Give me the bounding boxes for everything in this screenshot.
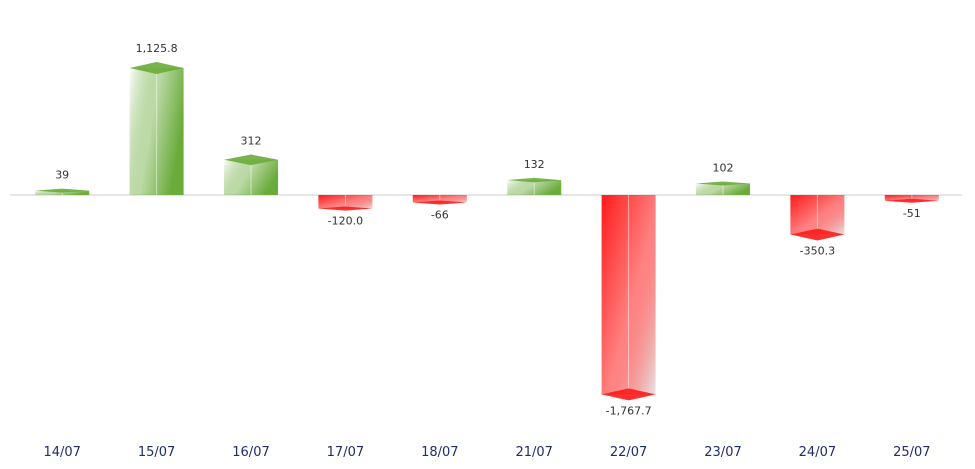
value-label: 39 — [55, 169, 69, 182]
x-tick-label: 17/07 — [327, 445, 364, 460]
value-label: -51 — [903, 207, 921, 220]
value-label: 132 — [524, 158, 545, 171]
bar-cap — [224, 154, 278, 166]
x-tick-label: 14/07 — [43, 445, 80, 460]
x-tick-label: 21/07 — [515, 445, 552, 460]
value-label: -66 — [431, 208, 449, 221]
bar-cap — [129, 62, 184, 74]
x-tick-label: 22/07 — [610, 445, 647, 460]
value-label: -120.0 — [328, 215, 363, 228]
x-tick-label: 23/07 — [704, 445, 741, 460]
bar-cap — [884, 198, 939, 203]
bar-cap — [601, 388, 656, 401]
bar-cap — [790, 228, 845, 241]
value-label: 1,125.8 — [136, 42, 178, 55]
value-label: 312 — [241, 135, 262, 148]
value-label: 102 — [713, 161, 734, 174]
bar-cap — [412, 200, 467, 205]
value-label: -350.3 — [800, 244, 835, 257]
x-tick-label: 18/07 — [421, 445, 458, 460]
bar-cap — [35, 188, 90, 193]
x-tick-label: 15/07 — [138, 445, 175, 460]
bar-cap — [696, 181, 750, 186]
bar-cap — [318, 206, 373, 211]
bar-cap — [507, 177, 562, 183]
value-label: -1,767.7 — [606, 404, 652, 417]
x-tick-label: 24/07 — [799, 445, 836, 460]
x-tick-label: 25/07 — [893, 445, 930, 460]
x-tick-label: 16/07 — [232, 445, 269, 460]
